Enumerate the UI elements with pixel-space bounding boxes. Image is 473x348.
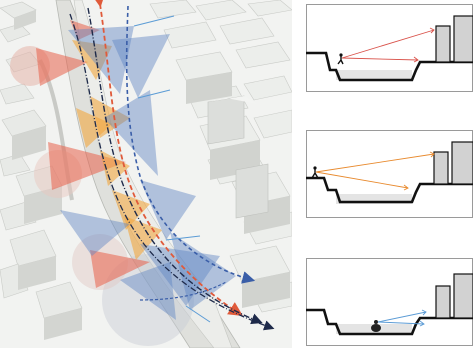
- ground-section-line: [306, 308, 473, 336]
- building-sides-left: [12, 10, 82, 340]
- red-sightlines: [341, 27, 435, 63]
- section-diagram-3: [306, 258, 473, 346]
- tower-2: [453, 273, 473, 319]
- channel-water: [336, 70, 412, 80]
- viewer-figure-2: [311, 166, 319, 179]
- section-panel-channel-view: [306, 258, 473, 346]
- ground-section-line: [306, 176, 473, 204]
- ground-section-line: [306, 51, 473, 82]
- section-diagram-1: [306, 4, 473, 92]
- aerial-map-canvas: [0, 0, 292, 348]
- tower-2: [451, 141, 473, 185]
- aerial-site-map: [0, 0, 292, 348]
- building-cluster-left: [0, 1, 83, 319]
- viewer-figure-3: [371, 320, 381, 332]
- route-lines: [69, 0, 275, 331]
- tower-2: [453, 15, 473, 63]
- blue-sightlines: [377, 309, 427, 327]
- viewer-figure-1: [337, 53, 344, 65]
- tower-1: [435, 25, 451, 63]
- section-diagram-2: [306, 130, 473, 218]
- tower-1: [435, 285, 451, 319]
- channel-water: [336, 194, 412, 204]
- section-panel-upper-view: [306, 4, 473, 92]
- blue-sightline-arrows: [133, 15, 211, 323]
- orange-sightlines: [315, 151, 435, 191]
- tower-1: [433, 151, 449, 185]
- section-panel-mid-view: [306, 130, 473, 218]
